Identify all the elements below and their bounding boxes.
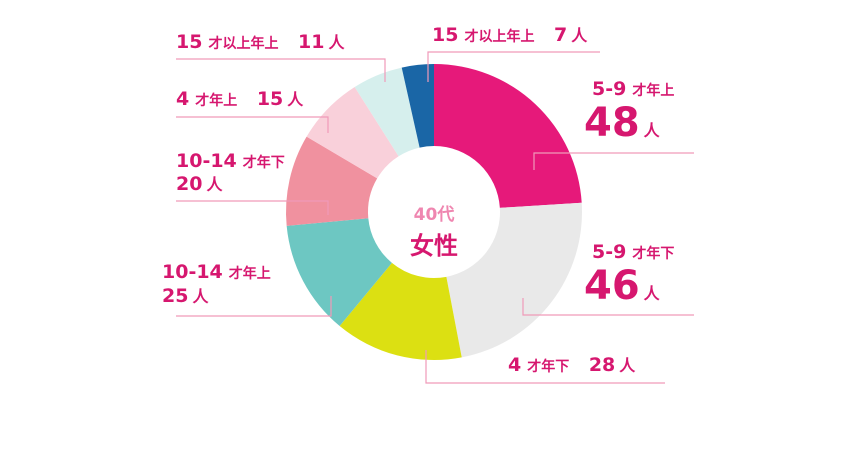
label-5-9-older-48: 5-9 才年上 48 人: [584, 78, 675, 146]
label-range: 15: [432, 24, 459, 46]
label-10-14-older-25: 10-14 才年上 25 人: [162, 263, 271, 306]
label-suffix: 才年下: [632, 246, 675, 262]
label-suffix: 才年上: [195, 93, 238, 109]
label-suffix: 才年下: [242, 155, 285, 171]
slice-6: [306, 87, 399, 179]
slice-3: [339, 262, 462, 360]
slices-group: [286, 64, 582, 360]
label-range: 5-9: [592, 78, 627, 100]
label-suffix: 才年下: [527, 359, 570, 375]
slice-7: [354, 67, 420, 157]
leader-line-48: [533, 152, 694, 170]
leader-lines: [176, 51, 694, 384]
center-age: 40代: [413, 205, 455, 225]
label-suffix: 才以上年上: [464, 29, 535, 45]
slice-1: [434, 64, 582, 208]
label-value: 25: [162, 285, 189, 307]
label-range: 4: [508, 354, 522, 376]
center-sex: 女性: [410, 232, 458, 260]
label-value: 20: [176, 173, 203, 195]
leader-line-25: [176, 296, 332, 317]
label-suffix: 才年上: [632, 83, 675, 99]
label-5-9-younger-46: 5-9 才年下 46 人: [584, 241, 675, 309]
leader-line-46: [522, 298, 694, 316]
leader-line-20: [176, 200, 329, 215]
label-unit: 人: [328, 33, 345, 52]
label-value: 46: [584, 263, 640, 309]
label-range: 4: [176, 88, 190, 110]
leader-line-15: [176, 116, 329, 133]
label-unit: 人: [619, 356, 636, 375]
leader-line-7: [427, 51, 600, 82]
label-unit: 人: [643, 121, 660, 140]
label-value: 48: [584, 100, 640, 146]
label-range: 15: [176, 31, 203, 53]
label-value: 28: [588, 354, 616, 376]
label-unit: 人: [192, 287, 209, 306]
label-10-14-younger-20: 10-14 才年下 20 人: [176, 152, 285, 194]
label-suffix: 才以上年上: [208, 36, 279, 52]
label-value: 11: [298, 31, 325, 53]
label-value: 7: [554, 24, 568, 46]
leader-line-11: [176, 58, 386, 82]
slice-5: [286, 136, 378, 226]
label-4-older-15: 4 才年上 15 人: [176, 90, 303, 109]
slice-2: [446, 202, 582, 358]
label-range: 5-9: [592, 241, 627, 263]
label-range: 10-14: [176, 150, 237, 172]
label-unit: 人: [571, 26, 588, 45]
label-4-younger-28: 4 才年下 28 人: [508, 356, 635, 375]
label-unit: 人: [206, 175, 223, 194]
slice-4: [286, 218, 392, 327]
label-value: 15: [256, 88, 284, 110]
label-suffix: 才年上: [228, 266, 271, 282]
label-15-older-11: 15 才以上年上 11 人: [176, 33, 345, 52]
label-unit: 人: [643, 284, 660, 303]
label-unit: 人: [287, 90, 304, 109]
leader-line-28: [425, 350, 665, 384]
label-range: 10-14: [162, 261, 223, 283]
slice-8: [401, 64, 434, 148]
